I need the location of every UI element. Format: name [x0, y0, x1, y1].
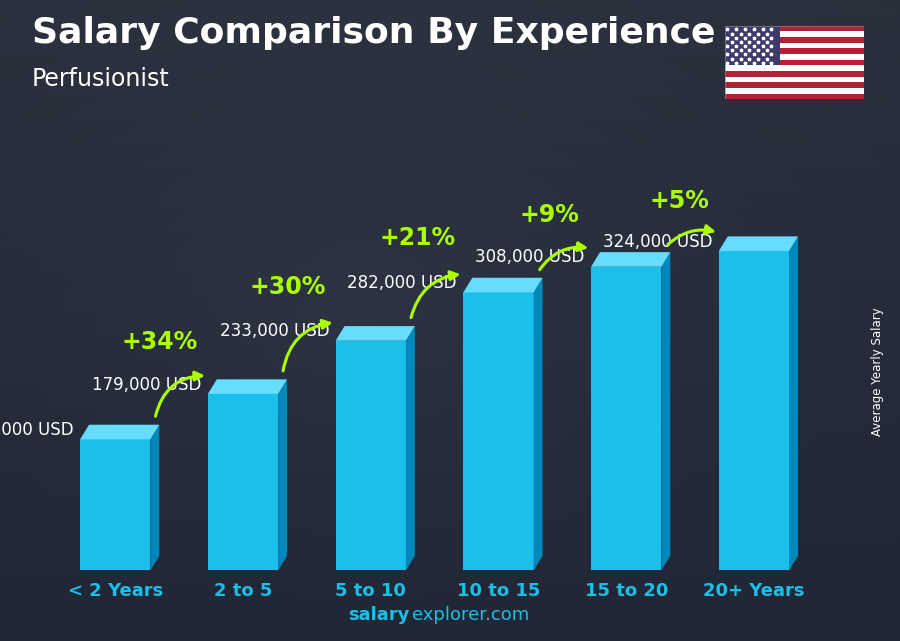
Text: +21%: +21% — [380, 226, 456, 250]
Text: Average Yearly Salary: Average Yearly Salary — [871, 308, 884, 436]
Bar — [724, 71, 864, 77]
Polygon shape — [464, 278, 543, 292]
Bar — [724, 43, 864, 48]
Text: +9%: +9% — [519, 203, 580, 227]
Polygon shape — [719, 237, 798, 251]
Bar — [724, 26, 864, 31]
Bar — [336, 341, 406, 570]
Text: 324,000 USD: 324,000 USD — [603, 233, 713, 251]
Bar — [464, 292, 534, 570]
Polygon shape — [336, 326, 415, 341]
Text: +5%: +5% — [650, 189, 710, 213]
Bar — [724, 88, 864, 94]
Polygon shape — [208, 379, 287, 394]
Polygon shape — [80, 425, 159, 439]
Polygon shape — [406, 326, 415, 570]
Bar — [724, 82, 864, 88]
Bar — [591, 267, 662, 570]
Polygon shape — [662, 252, 670, 570]
Bar — [724, 54, 864, 60]
Polygon shape — [278, 379, 287, 570]
Bar — [724, 94, 864, 99]
Text: 133,000 USD: 133,000 USD — [0, 421, 74, 439]
Bar — [724, 26, 780, 65]
Text: 282,000 USD: 282,000 USD — [347, 274, 457, 292]
Polygon shape — [534, 278, 543, 570]
Polygon shape — [591, 252, 670, 267]
Text: 233,000 USD: 233,000 USD — [220, 322, 329, 340]
Text: salary: salary — [348, 606, 410, 624]
Bar — [208, 394, 278, 570]
Bar — [719, 251, 789, 570]
Text: +34%: +34% — [122, 330, 198, 354]
Bar — [80, 439, 150, 570]
Bar — [724, 65, 864, 71]
Bar — [724, 60, 864, 65]
Text: +30%: +30% — [249, 275, 326, 299]
Bar — [724, 37, 864, 43]
Text: Perfusionist: Perfusionist — [32, 67, 169, 91]
Bar — [724, 48, 864, 54]
Text: Salary Comparison By Experience: Salary Comparison By Experience — [32, 16, 715, 50]
Bar — [724, 31, 864, 37]
Bar — [724, 77, 864, 82]
Text: 308,000 USD: 308,000 USD — [475, 248, 585, 267]
Text: explorer.com: explorer.com — [412, 606, 529, 624]
Text: 179,000 USD: 179,000 USD — [92, 376, 202, 394]
Polygon shape — [150, 425, 159, 570]
Polygon shape — [789, 237, 798, 570]
